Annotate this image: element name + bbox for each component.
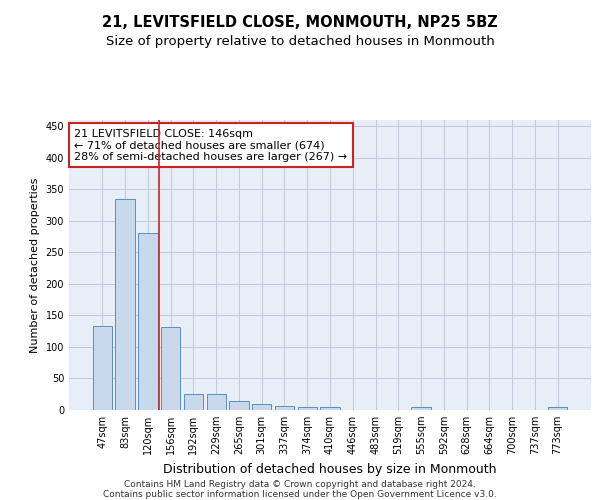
Bar: [320, 408, 340, 410]
Text: Size of property relative to detached houses in Monmouth: Size of property relative to detached ho…: [106, 35, 494, 48]
Bar: [93, 326, 112, 410]
Bar: [412, 408, 431, 410]
Y-axis label: Number of detached properties: Number of detached properties: [30, 178, 40, 352]
Bar: [298, 407, 317, 410]
Text: Contains HM Land Registry data © Crown copyright and database right 2024.
Contai: Contains HM Land Registry data © Crown c…: [103, 480, 497, 500]
Text: 21 LEVITSFIELD CLOSE: 146sqm
← 71% of detached houses are smaller (674)
28% of s: 21 LEVITSFIELD CLOSE: 146sqm ← 71% of de…: [74, 128, 347, 162]
Bar: [275, 406, 294, 410]
Bar: [115, 199, 135, 410]
Bar: [138, 233, 158, 410]
Text: 21, LEVITSFIELD CLOSE, MONMOUTH, NP25 5BZ: 21, LEVITSFIELD CLOSE, MONMOUTH, NP25 5B…: [102, 15, 498, 30]
X-axis label: Distribution of detached houses by size in Monmouth: Distribution of detached houses by size …: [163, 462, 497, 475]
Bar: [184, 394, 203, 410]
Bar: [206, 394, 226, 410]
Bar: [229, 400, 248, 410]
Bar: [252, 404, 271, 410]
Bar: [161, 327, 181, 410]
Bar: [548, 408, 567, 410]
